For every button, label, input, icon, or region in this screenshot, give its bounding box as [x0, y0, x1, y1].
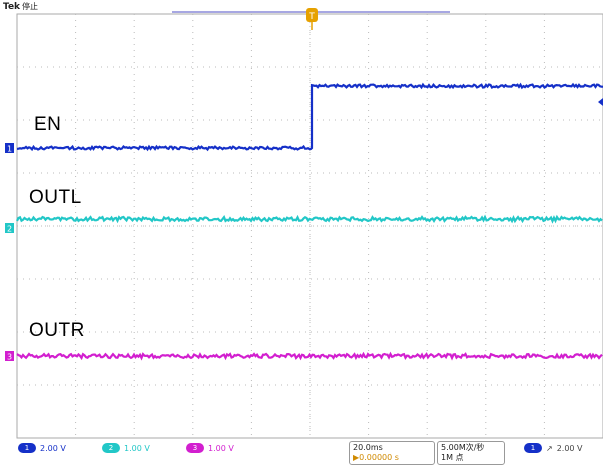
- trigger-position-label: T: [308, 12, 315, 22]
- ch1-scale-value: 2.00 V: [40, 444, 66, 453]
- trigger-readout[interactable]: 1 ↗ 2.00 V: [524, 443, 583, 453]
- trigger-source-badge: 1: [524, 443, 542, 453]
- ch2-scale-value: 1.00 V: [124, 444, 150, 453]
- brand-label: Tek: [3, 2, 20, 12]
- timebase-box[interactable]: 20.0ms ▶0.00000 s: [349, 441, 435, 465]
- ch3-badge: 3: [186, 443, 204, 453]
- ch3-scale[interactable]: 3 1.00 V: [186, 443, 234, 453]
- trigger-slope-icon: ↗: [546, 444, 553, 453]
- ch1-scale[interactable]: 1 2.00 V: [18, 443, 66, 453]
- ch1-badge: 1: [18, 443, 36, 453]
- timebase-scale: 20.0ms: [353, 443, 431, 453]
- signal-label-outl: OUTL: [29, 187, 82, 209]
- ch1-ground-marker-label: 1: [7, 145, 12, 154]
- timebase-delay: ▶0.00000 s: [353, 453, 431, 463]
- ch2-badge: 2: [102, 443, 120, 453]
- ch2-scale[interactable]: 2 1.00 V: [102, 443, 150, 453]
- ch3-scale-value: 1.00 V: [208, 444, 234, 453]
- acquisition-box[interactable]: 5.00M次/秒 1M 点: [437, 441, 505, 465]
- ch2-ground-marker-label: 2: [7, 225, 12, 234]
- trigger-level-icon: [598, 98, 603, 106]
- trigger-level: 2.00 V: [557, 444, 583, 453]
- status-bar: 1 2.00 V 2 1.00 V 3 1.00 V 20.0ms ▶0.000…: [0, 438, 603, 468]
- scope-header: Tek 停止: [3, 1, 38, 12]
- trace-outr: [17, 354, 602, 358]
- signal-label-en: EN: [34, 114, 61, 136]
- ch3-ground-marker-label: 3: [7, 353, 12, 362]
- run-status: 停止: [22, 2, 38, 11]
- trace-outl: [17, 217, 602, 221]
- sample-rate: 5.00M次/秒: [441, 443, 501, 453]
- signal-label-outr: OUTR: [29, 320, 85, 342]
- record-length: 1M 点: [441, 453, 501, 463]
